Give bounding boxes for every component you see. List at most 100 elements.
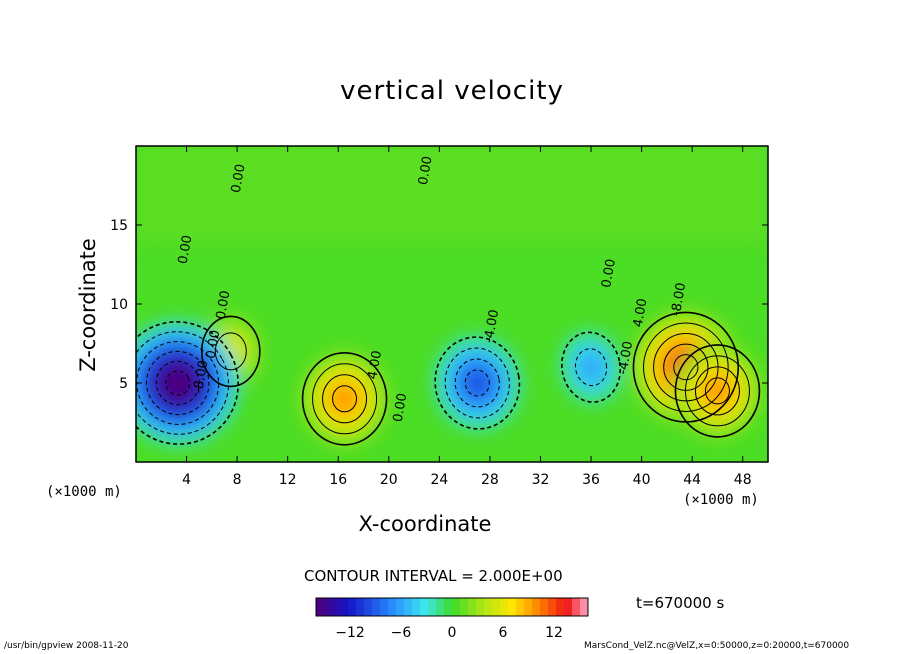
contour-label-3: 0.00 — [214, 289, 234, 320]
y-tick-label-10: 10 — [110, 297, 128, 313]
colorbar-segment-2 — [332, 598, 341, 616]
contour-label-12: -8.00 — [669, 282, 690, 318]
colorbar-tick-label-6: 6 — [499, 625, 508, 641]
contour-updraft-2-1 — [684, 355, 750, 427]
contour-downdraft-5-2 — [454, 358, 500, 408]
footer-right: MarsCond_VelZ.nc@VelZ,x=0:50000,z=0:2000… — [584, 641, 850, 651]
contour-downdraft-6-1 — [574, 348, 608, 387]
contour-updraft-1-4 — [673, 354, 699, 381]
contour-downdraft-4-1 — [136, 331, 229, 435]
contour-downdraft-4-4 — [155, 360, 200, 406]
field-updraft-2-level-4 — [705, 378, 730, 404]
colorbar-segment-4 — [348, 598, 357, 616]
y-tick-label-15: 15 — [110, 218, 128, 234]
colorbar-segment-32 — [572, 598, 581, 616]
colorbar-segment-7 — [372, 598, 381, 616]
contour-label-4: 0.00 — [204, 329, 224, 360]
x-tick-label-40: 40 — [633, 472, 651, 488]
x-axis-label: X-coordinate — [358, 512, 492, 536]
colorbar-segment-29 — [548, 598, 557, 616]
contour-label-5: -8.00 — [191, 359, 212, 395]
time-label: t=670000 s — [636, 594, 725, 612]
colorbar-frame — [315, 597, 589, 617]
contour-updraft-2-2 — [694, 366, 740, 416]
plot-area: 0.00 0.000.000.000.00-8.00 4.000.00-4.000.… — [136, 146, 768, 462]
x-tick-label-8: 8 — [233, 472, 242, 488]
colorbar-segment-31 — [564, 598, 573, 616]
contour-label-10: 4.00 — [631, 297, 651, 328]
contour-updraft-3-0 — [201, 315, 261, 388]
field-downdraft-5-level-4 — [465, 370, 490, 396]
x-tick-label-4: 4 — [182, 472, 191, 488]
colorbar-segment-30 — [556, 598, 565, 616]
colorbar-tick-label-12: 12 — [545, 625, 563, 641]
colorbar-segment-21 — [484, 598, 493, 616]
colorbar-segment-18 — [460, 598, 469, 616]
contour-downdraft-5-0 — [434, 336, 521, 430]
contour-updraft-2-3 — [704, 377, 730, 405]
x-axis: 4 8 12 16 20 24 28 32 36 40 44 48 — [182, 146, 752, 488]
contour-updraft-0-0 — [301, 351, 388, 446]
x-tick-label-12: 12 — [279, 472, 297, 488]
field-upper-band — [136, 146, 768, 241]
contour-downdraft-5-3 — [464, 369, 490, 397]
contour-updraft-1-1 — [643, 322, 729, 412]
contour-label-0: 0.00 — [229, 163, 249, 194]
field-updraft-0-level-4 — [332, 386, 357, 412]
x-tick-label-28: 28 — [481, 472, 499, 488]
x-tick-label-20: 20 — [380, 472, 398, 488]
colorbar-tick-label--12: −12 — [335, 625, 365, 641]
colorbar-segment-22 — [492, 598, 501, 616]
colorbar-segment-17 — [452, 598, 461, 616]
colorbar-segment-23 — [500, 598, 509, 616]
colorbar-segment-9 — [388, 598, 397, 616]
contour-label-7: 0.00 — [391, 392, 411, 423]
contour-downdraft-4-3 — [145, 350, 210, 416]
footer-left: /usr/bin/gpview 2008-11-20 — [4, 641, 129, 651]
colorbar-segment-20 — [476, 598, 485, 616]
colorbar-tick-label--6: −6 — [391, 625, 412, 641]
contour-label-11: -4.00 — [616, 340, 637, 376]
field-downdraft-4-level-8 — [167, 372, 189, 394]
chart-title: vertical velocity — [340, 76, 564, 106]
y-axis: 5 10 15 — [110, 218, 768, 392]
colorbar-segment-6 — [364, 598, 373, 616]
x-tick-label-44: 44 — [683, 472, 701, 488]
colorbar-segment-10 — [396, 598, 405, 616]
colorbar-segment-33 — [580, 598, 589, 616]
colorbar-segment-5 — [356, 598, 365, 616]
colorbar-segment-3 — [340, 598, 349, 616]
y-tick-label-5: 5 — [119, 376, 128, 392]
contour-label-6: 4.00 — [365, 349, 385, 380]
x-tick-label-48: 48 — [734, 472, 752, 488]
contour-downdraft-5-1 — [444, 347, 510, 419]
colorbar-segment-13 — [420, 598, 429, 616]
x-tick-label-16: 16 — [329, 472, 347, 488]
colorbar-segment-11 — [404, 598, 413, 616]
contour-downdraft-6-0 — [561, 331, 622, 403]
contour-updraft-0-1 — [312, 363, 378, 435]
contour-label-8: -4.00 — [482, 308, 503, 344]
x-tick-label-32: 32 — [532, 472, 550, 488]
field-downdraft-6-level-2 — [577, 352, 605, 383]
colorbar-segment-1 — [324, 598, 333, 616]
contour-updraft-2-0 — [674, 344, 761, 438]
colorbar-segment-28 — [540, 598, 549, 616]
contour-label-9: 0.00 — [599, 258, 619, 289]
colorbar: −12 −6 0 6 12 — [315, 597, 589, 641]
colorbar-segment-8 — [380, 598, 389, 616]
colorbar-segment-25 — [516, 598, 525, 616]
colorbar-segment-19 — [468, 598, 477, 616]
colorbar-segment-26 — [524, 598, 533, 616]
colorbar-tick-label-0: 0 — [448, 625, 457, 641]
x-tick-label-24: 24 — [430, 472, 448, 488]
colorbar-segment-14 — [428, 598, 437, 616]
contour-downdraft-4-2 — [136, 341, 220, 425]
x-unit-right: (×1000 m) — [683, 492, 759, 508]
contour-interval-label: CONTOUR INTERVAL = 2.000E+00 — [304, 567, 563, 585]
x-tick-label-36: 36 — [582, 472, 600, 488]
contour-label-2: 0.00 — [176, 234, 196, 265]
colorbar-segment-0 — [316, 598, 325, 616]
colorbar-segment-12 — [412, 598, 421, 616]
